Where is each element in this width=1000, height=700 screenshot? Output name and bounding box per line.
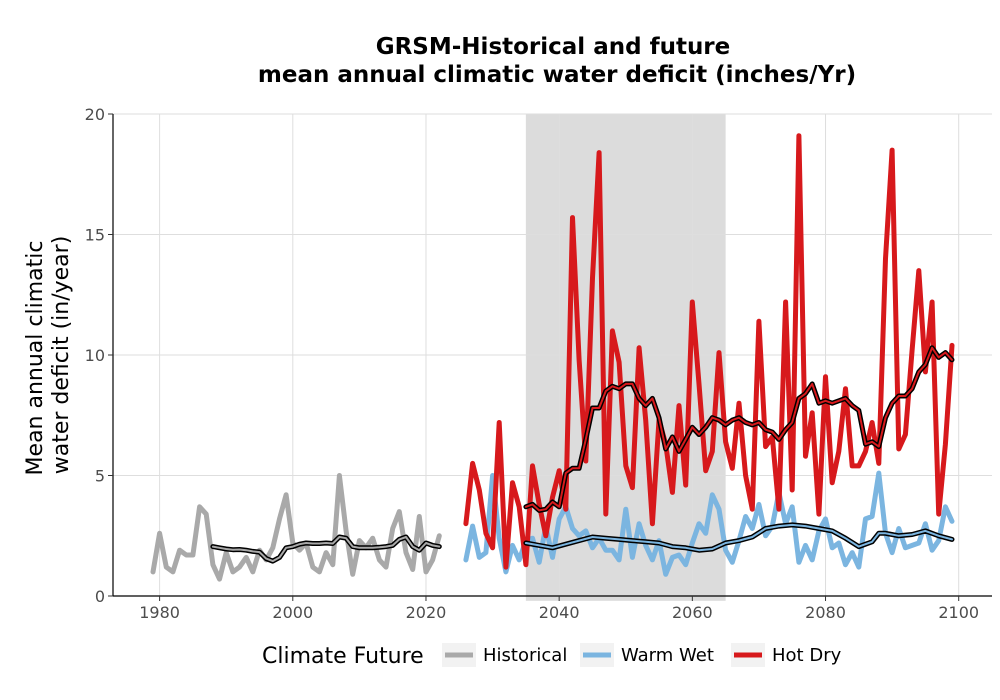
smoothed-line-warm-wet [524, 523, 953, 552]
axes [108, 113, 992, 601]
legend-label-historical: Historical [483, 645, 567, 666]
x-tick-label-2080: 2080 [805, 603, 846, 622]
x-tick-label-2040: 2040 [539, 603, 580, 622]
y-tick-label-10: 10 [85, 346, 105, 365]
legend-label-hot-dry: Hot Dry [772, 645, 842, 666]
x-tick-label-2100: 2100 [938, 603, 979, 622]
legend: Climate Future Historical Warm Wet Hot Dry [262, 643, 842, 669]
y-tick-label-0: 0 [95, 587, 105, 606]
legend-title: Climate Future [262, 644, 424, 669]
x-tick-label-2020: 2020 [406, 603, 447, 622]
chart-title-line-1: GRSM-Historical and future [376, 34, 731, 60]
smoothed-lines [210, 345, 955, 564]
smoothed-line-historical [211, 536, 441, 563]
y-tick-label-5: 5 [95, 467, 105, 486]
x-tick-label-1980: 1980 [139, 603, 180, 622]
y-tick-label-15: 15 [85, 226, 105, 245]
tick-labels: 0 5 10 15 20 1980 2000 2020 2040 2060 2080 2100 [85, 105, 979, 622]
series-line-hot-dry [463, 133, 955, 570]
smoothed-line-hot-dry [524, 346, 953, 512]
series-line-historical [150, 473, 442, 582]
y-axis-label-line-2: water deficit (in/year) [49, 236, 74, 475]
x-tick-label-2000: 2000 [272, 603, 313, 622]
y-axis-label-line-1: Mean annual climatic [23, 241, 48, 476]
x-tick-label-2060: 2060 [672, 603, 713, 622]
chart-title-line-2: mean annual climatic water deficit (inch… [258, 62, 856, 88]
legend-label-warm-wet: Warm Wet [621, 645, 714, 666]
y-tick-label-20: 20 [85, 105, 105, 124]
